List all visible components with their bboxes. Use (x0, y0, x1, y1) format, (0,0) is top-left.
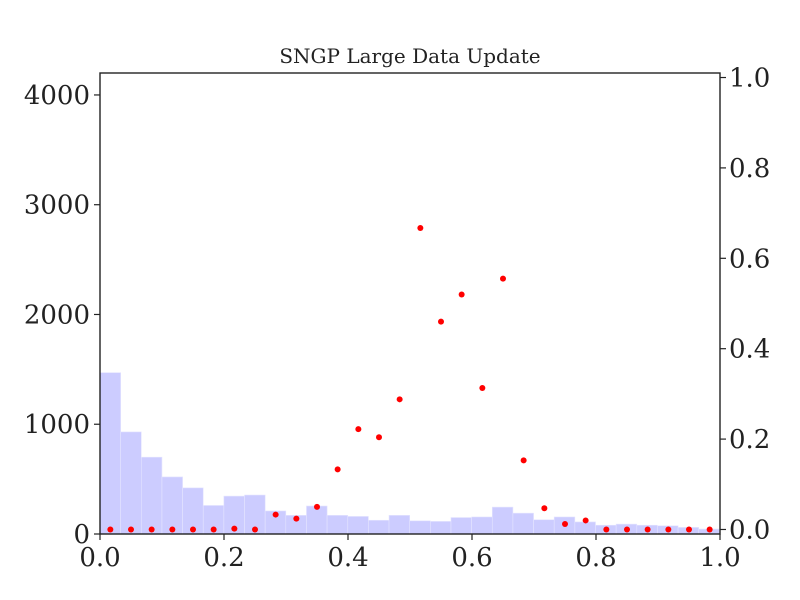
histogram-bar (409, 520, 431, 535)
histogram-bar (533, 519, 555, 535)
scatter-point (644, 526, 651, 533)
scatter-point (272, 511, 279, 518)
scatter-point (334, 466, 341, 473)
y-axis-left: 0 1000 2000 3000 4000 (24, 81, 100, 550)
scatter-point (520, 457, 527, 464)
y-tick-label: 3000 (24, 191, 90, 221)
scatter-point (128, 526, 134, 533)
y-tick-label: 1000 (24, 410, 90, 440)
histogram-bar (306, 505, 328, 535)
y2-tick-label: 0.0 (729, 515, 770, 545)
scatter-point (107, 526, 114, 533)
axes (99, 72, 721, 535)
histogram-bar (388, 515, 410, 535)
scatter-point (458, 291, 465, 298)
x-tick-label: 0.4 (327, 543, 368, 573)
scatter-point (562, 521, 568, 528)
scatter-points (107, 225, 713, 533)
histogram-bar (430, 521, 452, 535)
histogram-bar (99, 372, 121, 535)
scatter-point (582, 517, 589, 524)
scatter-point (665, 526, 672, 533)
scatter-point (355, 426, 362, 433)
scatter-point (376, 434, 382, 441)
scatter-point (396, 396, 403, 403)
histogram-bar (368, 519, 390, 535)
y2-tick-label: 1.0 (729, 64, 770, 94)
histogram-bar (140, 456, 163, 535)
scatter-point (624, 526, 630, 533)
scatter-point (314, 503, 320, 510)
scatter-point (603, 526, 610, 533)
histogram-bar (471, 516, 493, 535)
y2-tick-label: 0.4 (729, 335, 770, 365)
scatter-point (169, 526, 176, 533)
y2-tick-label: 0.6 (729, 244, 770, 274)
x-tick-label: 0.2 (203, 543, 244, 573)
scatter-point (500, 275, 506, 282)
scatter-point (252, 526, 258, 533)
y-axis-right: 0.0 0.2 0.4 0.6 0.8 1.0 (720, 64, 770, 545)
scatter-point (541, 505, 548, 512)
scatter-point (190, 526, 196, 533)
histogram-bar (326, 515, 349, 535)
histogram-bar (120, 431, 142, 535)
histogram-bar (574, 521, 596, 535)
scatter-point (438, 318, 444, 325)
x-tick-label: 0.6 (451, 543, 492, 573)
y-tick-label: 2000 (24, 300, 90, 330)
x-tick-label: 0.0 (79, 543, 120, 573)
histogram-bar (450, 517, 472, 535)
histogram-bar (512, 512, 534, 535)
scatter-point (231, 525, 238, 532)
x-axis: 0.0 0.2 0.4 0.6 0.8 1.0 (79, 534, 741, 573)
histogram-bar (491, 506, 514, 535)
histogram-bars (99, 372, 720, 535)
scatter-point (417, 225, 424, 232)
y-tick-label: 4000 (24, 81, 90, 111)
y2-tick-label: 0.2 (729, 425, 770, 455)
histogram-bar (161, 476, 183, 535)
scatter-point (686, 526, 692, 533)
chart-title: SNGP Large Data Update (279, 44, 540, 68)
x-tick-label: 0.8 (575, 543, 616, 573)
x-tick-label: 1.0 (699, 543, 740, 573)
y-tick-label: 0 (73, 520, 90, 550)
y2-tick-label: 0.8 (729, 154, 770, 184)
scatter-point (148, 526, 155, 533)
scatter-point (210, 526, 217, 533)
histogram-bar (347, 516, 369, 535)
scatter-point (293, 515, 300, 522)
plot-frame (99, 72, 721, 535)
scatter-point (479, 385, 486, 392)
scatter-point (706, 526, 713, 533)
